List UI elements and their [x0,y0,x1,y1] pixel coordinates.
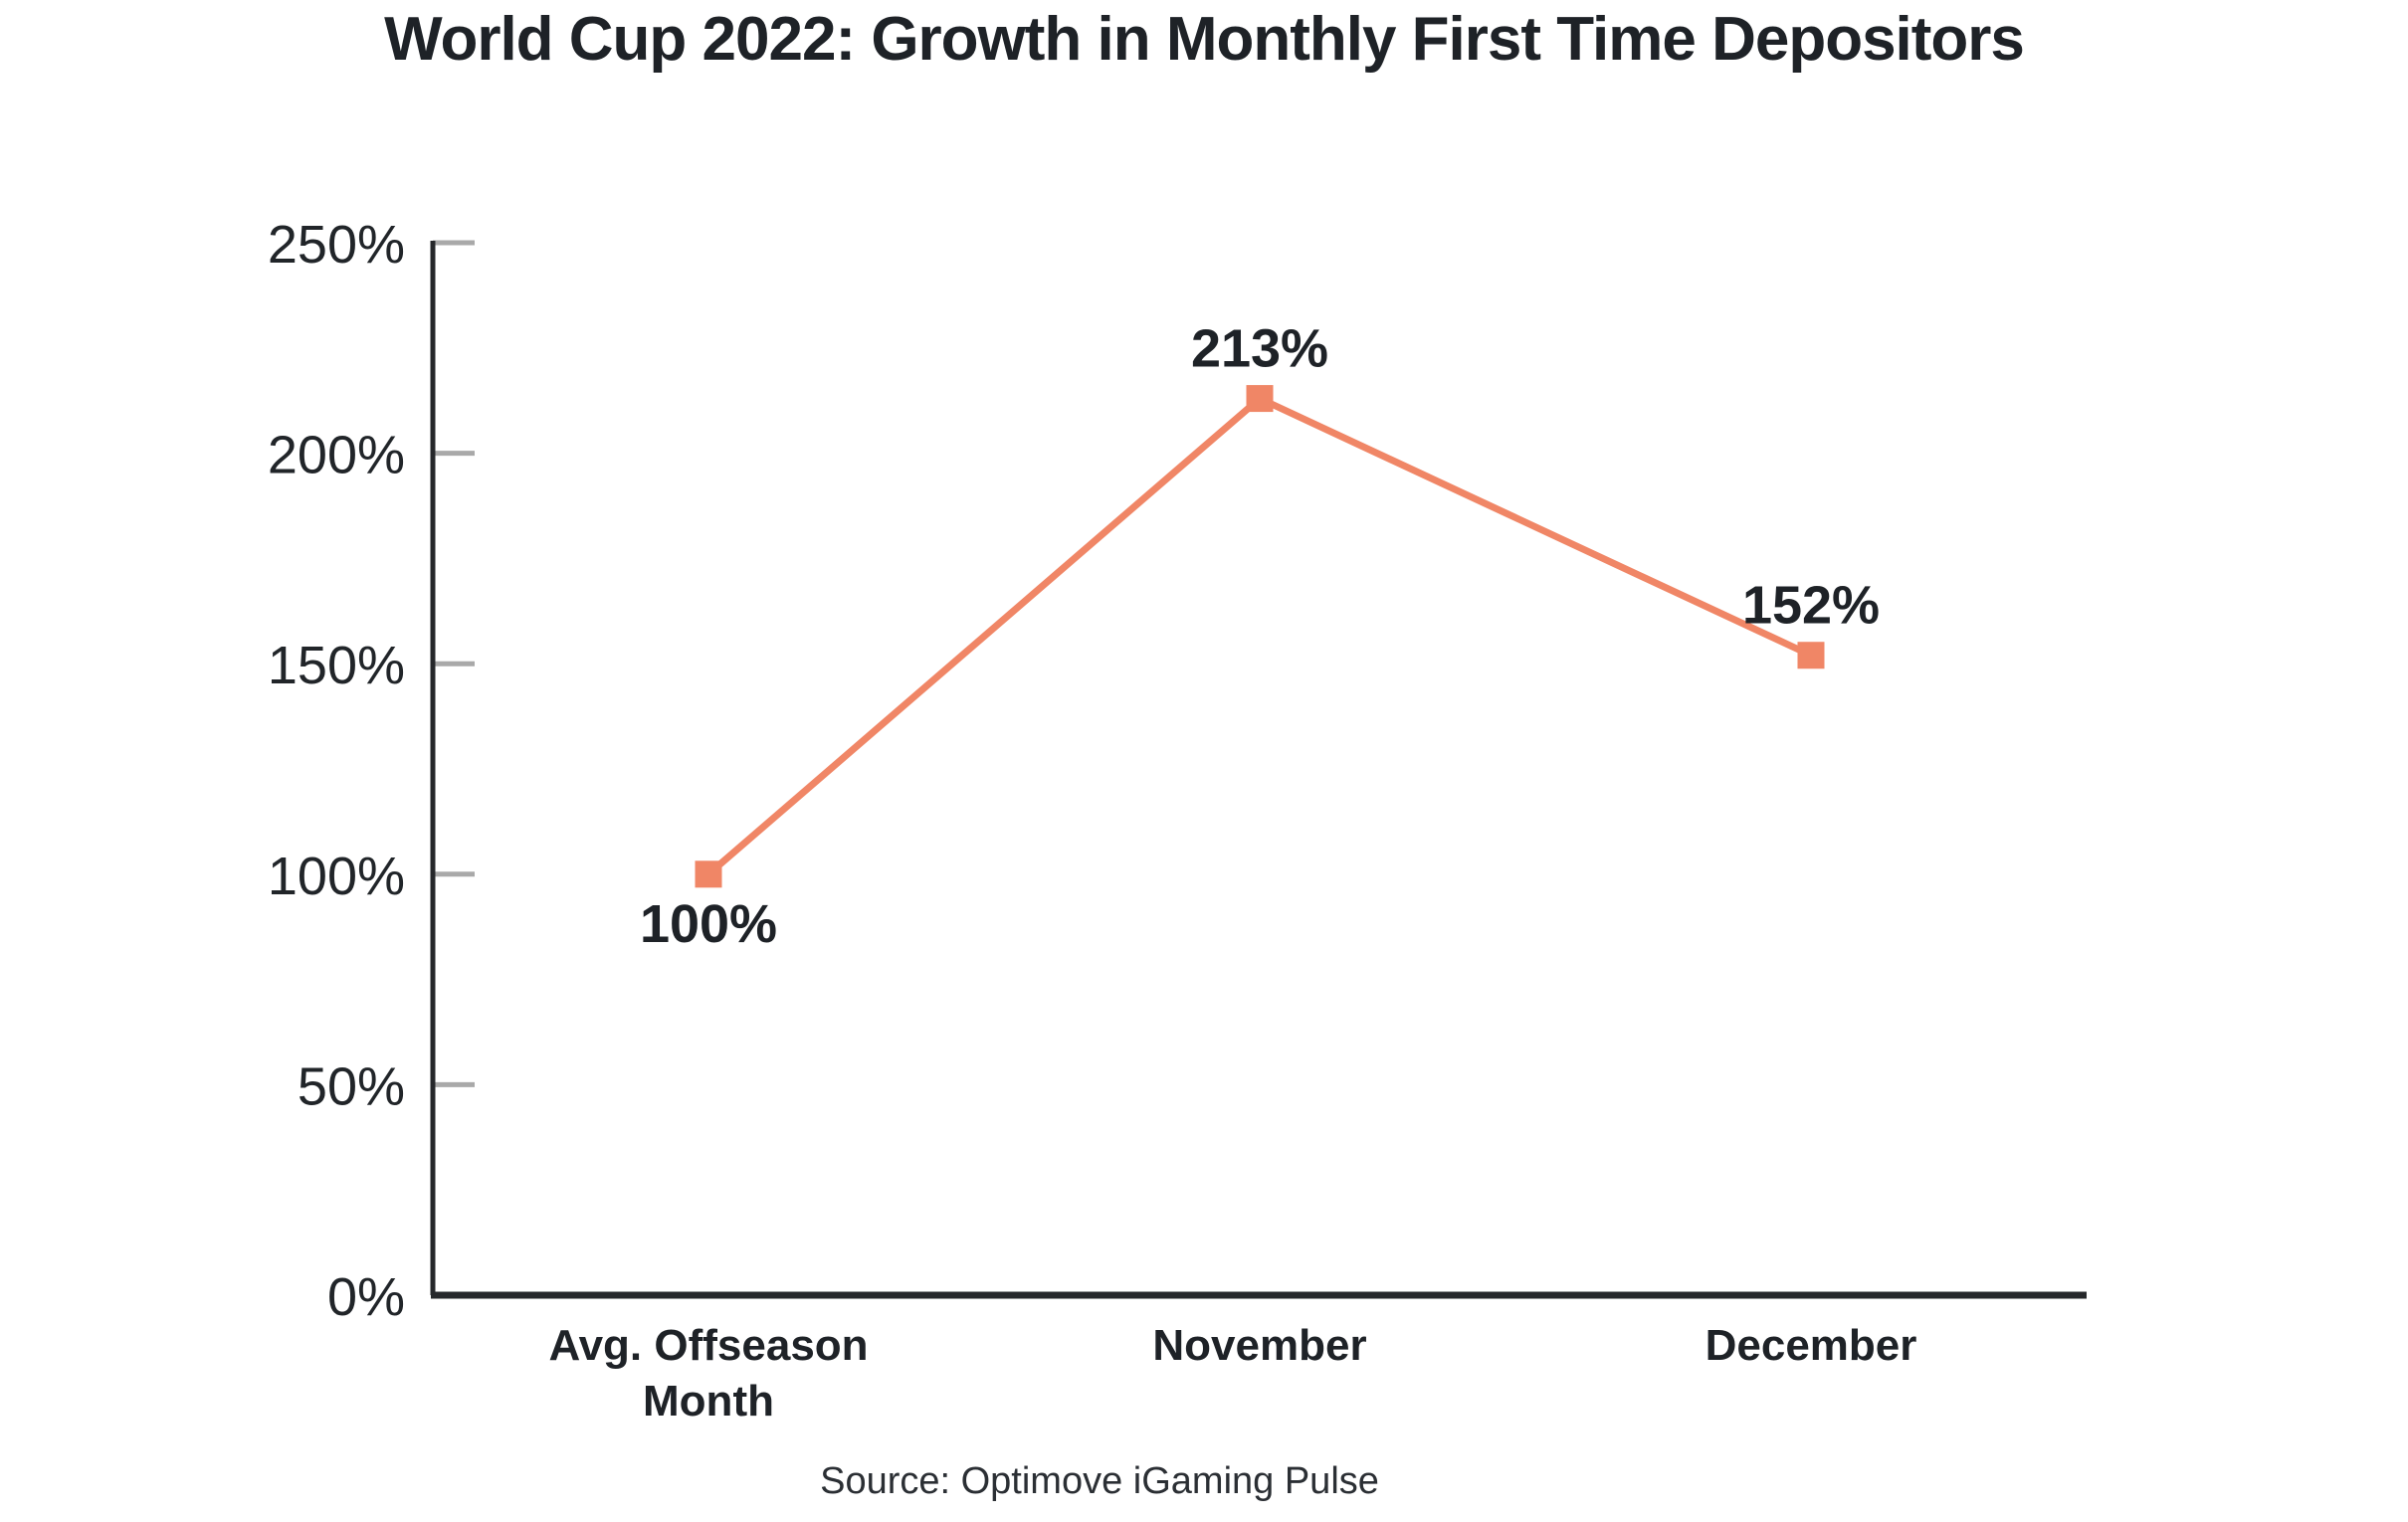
y-tick-label: 100% [268,847,405,906]
x-category-label: December [1706,1321,1917,1370]
y-tick-label: 200% [268,426,405,485]
source-note: Source: Optimove iGaming Pulse [820,1460,1379,1502]
y-tick-label: 150% [268,636,405,695]
data-point-marker [695,860,722,888]
x-category-label: November [1152,1321,1366,1370]
y-tick-label: 0% [327,1267,405,1327]
y-tick-label: 50% [298,1056,405,1116]
trend-line [705,394,1813,877]
chart-title: World Cup 2022: Growth in Monthly First … [384,5,2025,74]
data-point-label: 152% [1742,576,1880,636]
data-point-marker [1797,642,1825,669]
y-tick-label: 250% [268,215,405,275]
data-point-marker [1246,385,1274,413]
data-point-label: 100% [640,894,777,954]
x-category-label: Avg. Offseason Month [548,1321,868,1426]
data-point-label: 213% [1191,319,1328,379]
